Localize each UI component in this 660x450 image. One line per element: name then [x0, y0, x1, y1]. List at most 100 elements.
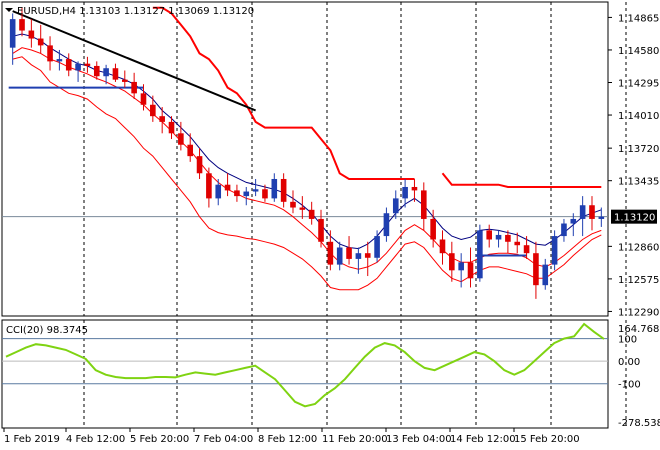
candle-body — [84, 63, 91, 66]
candle-body — [159, 116, 165, 122]
price-tick-label: 1.13720 — [618, 144, 659, 155]
candle-body — [327, 241, 334, 265]
candle-body — [37, 38, 44, 46]
cci-level-label: 0.00 — [618, 357, 640, 368]
time-tick-label: 15 Feb 20:00 — [514, 434, 580, 445]
upper-band-line — [441, 172, 602, 188]
candle-body — [290, 201, 296, 208]
candle-body — [364, 253, 371, 258]
cci-axis: 100 0.00 -100 164.7683 -278.5384 — [618, 324, 660, 429]
ma-fast-line — [12, 33, 602, 250]
candle-body — [336, 247, 343, 265]
time-axis: 1 Feb 2019 4 Feb 12:00 5 Feb 20:00 7 Feb 04… — [3, 428, 580, 445]
candle-body — [570, 218, 577, 224]
price-tick-label: 1.12290 — [618, 307, 659, 318]
candle-body — [224, 184, 231, 191]
candle-body — [47, 45, 53, 62]
candle-body — [477, 230, 483, 279]
candle-body — [280, 178, 287, 202]
time-tick-label: 7 Feb 04:00 — [194, 434, 253, 445]
candle-body — [402, 186, 408, 199]
candle-body — [551, 236, 558, 265]
candle-body — [150, 104, 156, 117]
main-panel — [1, 1, 609, 317]
candle-body — [411, 186, 418, 191]
ma-slow-line — [12, 47, 602, 270]
candle-body — [196, 156, 203, 174]
candle-body — [505, 234, 511, 242]
candle-body — [495, 234, 502, 240]
trendline[interactable] — [12, 10, 256, 112]
candle-body — [430, 218, 436, 240]
candle-body — [19, 19, 25, 31]
candle-body — [103, 68, 109, 77]
candle-body — [514, 241, 521, 246]
main-series — [8, 6, 605, 299]
cci-line — [5, 322, 605, 408]
candle-body — [271, 178, 278, 199]
candle-body — [215, 184, 222, 199]
candle-body — [486, 230, 493, 240]
candle-body — [420, 190, 427, 219]
candle-body — [579, 205, 586, 219]
candle-body — [523, 245, 530, 254]
upper-band-line — [152, 6, 415, 180]
candle-body — [28, 30, 35, 39]
price-tick-label: 1.14010 — [618, 111, 659, 122]
candle-body — [346, 247, 352, 259]
candle-body — [206, 173, 212, 199]
time-tick-label: 4 Feb 12:00 — [66, 434, 125, 445]
candle-body — [533, 253, 539, 286]
price-tick-label: 1.12575 — [618, 275, 659, 286]
time-tick-label: 1 Feb 2019 — [4, 434, 60, 445]
price-tick-label: 1.12860 — [618, 242, 659, 253]
time-tick-label: 13 Feb 04:00 — [386, 434, 452, 445]
price-tick-label: 1.14295 — [618, 78, 659, 89]
candle-body — [374, 236, 380, 258]
candle-body — [234, 190, 240, 197]
candle-body — [131, 81, 137, 94]
candle-body — [383, 213, 390, 237]
candle-body — [439, 239, 446, 254]
price-tick-label: 1.13435 — [618, 177, 659, 188]
time-tick-label: 8 Feb 12:00 — [258, 434, 317, 445]
candle-body — [318, 218, 324, 242]
candle-body — [140, 93, 147, 105]
price-tick-label: 1.14580 — [618, 46, 659, 57]
candle-body — [561, 223, 567, 237]
main-gridlines — [2, 2, 627, 428]
candle-body — [252, 189, 259, 192]
candle-body — [392, 198, 399, 214]
candle-body — [178, 133, 184, 145]
candle-body — [121, 79, 128, 82]
cci-panel — [1, 319, 609, 429]
symbol-dropdown-icon[interactable] — [5, 8, 13, 12]
candle-body — [75, 63, 81, 71]
price-axis: 1.14865 1.14580 1.14295 1.14010 1.13720 1.134… — [608, 13, 659, 318]
candle-body — [65, 59, 72, 71]
candle-body — [9, 19, 16, 48]
cci-max-label: 164.7683 — [618, 324, 660, 335]
candle-body — [243, 191, 250, 197]
cci-level-label: -100 — [618, 380, 641, 391]
cci-min-label: -278.5384 — [618, 418, 660, 429]
time-tick-label: 11 Feb 20:00 — [322, 434, 388, 445]
cci-series — [2, 322, 608, 408]
current-price-tag — [611, 209, 657, 224]
candle-body — [299, 207, 306, 210]
candle-body — [262, 189, 268, 199]
candle-body — [187, 144, 194, 157]
candle-body — [542, 264, 549, 286]
candle-body — [168, 121, 175, 134]
cci-title: CCI(20) 98.3745 — [6, 325, 88, 336]
candle-body — [598, 216, 605, 219]
price-tick-label: 1.14865 — [618, 13, 659, 24]
candle-body — [308, 209, 315, 219]
cci-level-label: 100 — [618, 335, 637, 346]
candle-body — [355, 253, 362, 259]
candle-body — [589, 205, 595, 219]
candle-body — [93, 65, 100, 77]
current-price-label: 1.13120 — [614, 213, 655, 224]
candle-body — [467, 262, 474, 279]
